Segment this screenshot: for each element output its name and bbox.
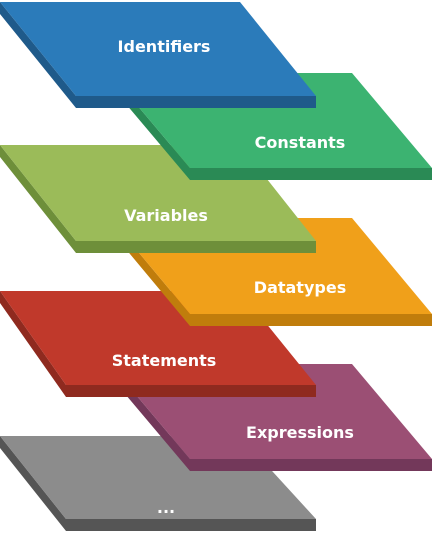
- layer-identifiers-label: Identifiers: [118, 37, 211, 56]
- layer-datatypes-edge: [110, 218, 432, 326]
- layer-variables-edge: [0, 145, 316, 253]
- layer-identifiers: Identifiers: [0, 2, 316, 108]
- layer-variables-label: Variables: [124, 206, 208, 225]
- layer-statements-edge: [0, 291, 316, 397]
- layer-constants-label: Constants: [255, 133, 346, 152]
- layer-ellipsis-label: ...: [157, 498, 175, 517]
- layer-constants-edge: [110, 73, 432, 180]
- layer-datatypes-label: Datatypes: [254, 278, 346, 297]
- layer-ellipsis-edge: [0, 436, 316, 531]
- layer-identifiers-edge: [0, 2, 316, 108]
- layer-expressions-label: Expressions: [246, 423, 354, 442]
- layer-statements-label: Statements: [112, 351, 217, 370]
- layer-identifiers-top: [0, 2, 316, 96]
- layer-expressions-edge: [110, 364, 432, 471]
